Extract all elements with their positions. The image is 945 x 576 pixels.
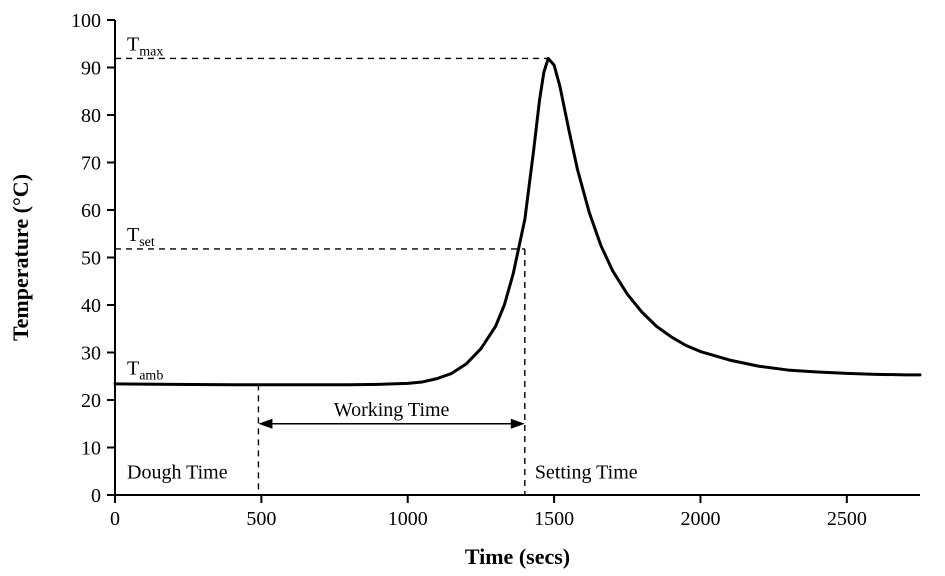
- x-axis-title: Time (secs): [465, 544, 570, 569]
- svg-text:1000: 1000: [388, 508, 428, 530]
- svg-text:20: 20: [81, 390, 101, 412]
- svg-text:1500: 1500: [534, 508, 574, 530]
- svg-text:0: 0: [91, 485, 101, 507]
- svg-text:70: 70: [81, 153, 101, 175]
- y-axis-title: Temperature (°C): [8, 174, 33, 341]
- svg-text:50: 50: [81, 248, 101, 270]
- setting-time-label: Setting Time: [535, 461, 638, 483]
- svg-text:30: 30: [81, 343, 101, 365]
- svg-text:500: 500: [246, 508, 276, 530]
- svg-text:0: 0: [110, 508, 120, 530]
- svg-text:2500: 2500: [827, 508, 867, 530]
- dough-time-label: Dough Time: [127, 461, 228, 483]
- svg-text:60: 60: [81, 200, 101, 222]
- temperature-time-chart: 0 500 1000 1500 2000 2500 0 10 20 30 40 50 60 70 80 90 1…: [0, 0, 945, 576]
- svg-text:80: 80: [81, 105, 101, 127]
- svg-text:90: 90: [81, 58, 101, 80]
- svg-text:10: 10: [81, 438, 101, 460]
- chart-svg: 0 500 1000 1500 2000 2500 0 10 20 30 40 50 60 70 80 90 1…: [0, 0, 945, 576]
- svg-text:2000: 2000: [680, 508, 720, 530]
- svg-text:100: 100: [71, 10, 101, 32]
- working-time-label: Working Time: [334, 399, 450, 421]
- svg-text:40: 40: [81, 295, 101, 317]
